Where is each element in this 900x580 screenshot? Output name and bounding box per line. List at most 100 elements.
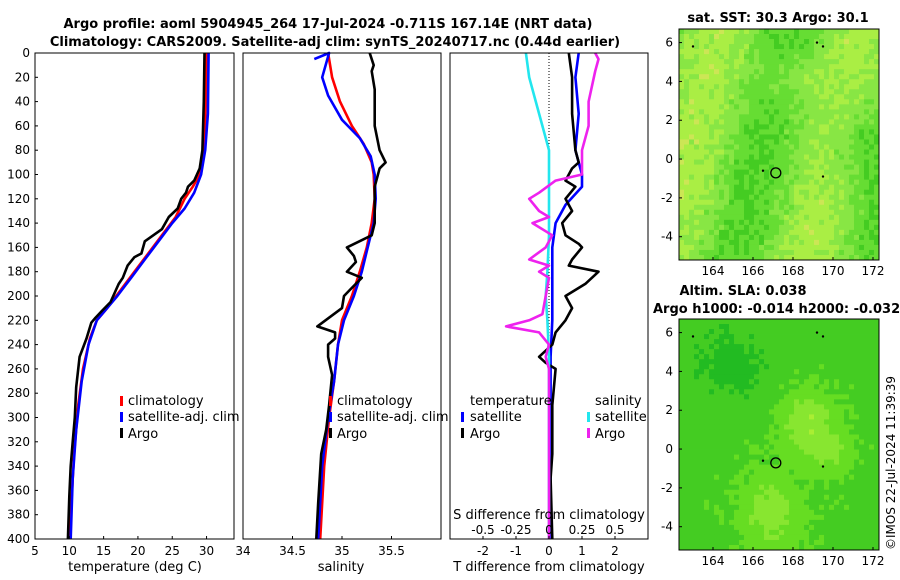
map-cell — [719, 454, 725, 461]
map-cell — [704, 239, 710, 246]
map-cell — [794, 454, 800, 461]
map-cell — [794, 34, 800, 40]
map-cell — [824, 524, 830, 531]
map-cell — [844, 444, 850, 450]
map-cell — [854, 339, 860, 345]
map-cell — [684, 529, 690, 536]
map-cell — [834, 149, 840, 155]
map-cell — [859, 74, 865, 80]
map-cell — [759, 134, 765, 140]
map-cell — [814, 399, 820, 405]
map-cell — [804, 134, 810, 140]
map-cell — [699, 494, 705, 501]
map-cell — [749, 124, 755, 130]
map-cell — [734, 434, 740, 440]
map-cell — [699, 529, 705, 536]
map-cell — [814, 229, 820, 236]
map-cell — [864, 404, 870, 410]
map-cell — [819, 184, 825, 191]
map-cell — [809, 194, 815, 201]
map-cell — [769, 469, 775, 476]
map-cell — [814, 464, 820, 471]
map-cell — [699, 424, 705, 430]
map-cell — [864, 169, 870, 176]
map-cell — [859, 449, 865, 455]
map-cell — [809, 184, 815, 191]
map-cell — [864, 494, 870, 501]
map-cell — [814, 394, 820, 400]
map-cell — [854, 74, 860, 80]
map-cell — [844, 344, 850, 350]
map-cell — [804, 439, 810, 445]
map-cell — [864, 124, 870, 130]
map-cell — [729, 474, 735, 481]
map-cell — [709, 119, 715, 125]
map-cell — [704, 399, 710, 405]
map-cell — [694, 154, 700, 160]
map-cell — [754, 144, 760, 150]
map-cell — [679, 159, 685, 165]
map-cell — [684, 374, 690, 380]
map-cell — [759, 514, 765, 521]
map-cell — [834, 444, 840, 450]
map-cell — [864, 154, 870, 160]
map-cell — [809, 374, 815, 380]
map-cell — [754, 379, 760, 385]
map-cell — [759, 249, 765, 256]
map-cell — [734, 524, 740, 531]
map-cell — [804, 74, 810, 80]
map-cell — [689, 139, 695, 145]
map-cell — [844, 214, 850, 221]
map-cell — [799, 444, 805, 450]
map-cell — [869, 404, 875, 410]
map-cell — [844, 474, 850, 481]
map-cell — [794, 439, 800, 445]
map-cell — [839, 114, 845, 120]
map-cell — [764, 39, 770, 45]
map-cell — [809, 149, 815, 155]
map-cell — [864, 69, 870, 75]
map-cell — [714, 244, 720, 251]
map-cell — [754, 409, 760, 415]
map-cell — [689, 434, 695, 440]
map-cell — [844, 419, 850, 425]
map-cell — [799, 104, 805, 110]
longitude-tick-label: 170 — [822, 554, 845, 568]
map-cell — [839, 139, 845, 145]
map-cell — [839, 134, 845, 140]
map-cell — [684, 129, 690, 135]
map-cell — [764, 534, 770, 541]
map-cell — [849, 134, 855, 140]
map-cell — [684, 544, 690, 551]
map-cell — [714, 319, 720, 325]
map-cell — [784, 49, 790, 55]
map-cell — [804, 509, 810, 516]
map-cell — [724, 249, 730, 256]
map-cell — [834, 254, 840, 261]
map-cell — [779, 479, 785, 486]
map-cell — [704, 189, 710, 196]
map-cell — [874, 409, 880, 415]
map-cell — [784, 424, 790, 430]
map-cell — [839, 49, 845, 55]
map-cell — [754, 179, 760, 186]
map-cell — [704, 434, 710, 440]
map-cell — [739, 444, 745, 450]
map-cell — [859, 454, 865, 461]
map-cell — [729, 94, 735, 100]
map-cell — [864, 459, 870, 466]
map-cell — [864, 334, 870, 340]
map-cell — [684, 139, 690, 145]
map-cell — [684, 489, 690, 496]
map-cell — [709, 249, 715, 256]
map-cell — [814, 339, 820, 345]
map-cell — [689, 414, 695, 420]
map-cell — [809, 369, 815, 375]
map-cell — [744, 44, 750, 50]
map-cell — [779, 409, 785, 415]
map-cell — [704, 44, 710, 50]
map-cell — [829, 349, 835, 355]
map-cell — [744, 379, 750, 385]
map-cell — [704, 229, 710, 236]
map-cell — [794, 159, 800, 165]
